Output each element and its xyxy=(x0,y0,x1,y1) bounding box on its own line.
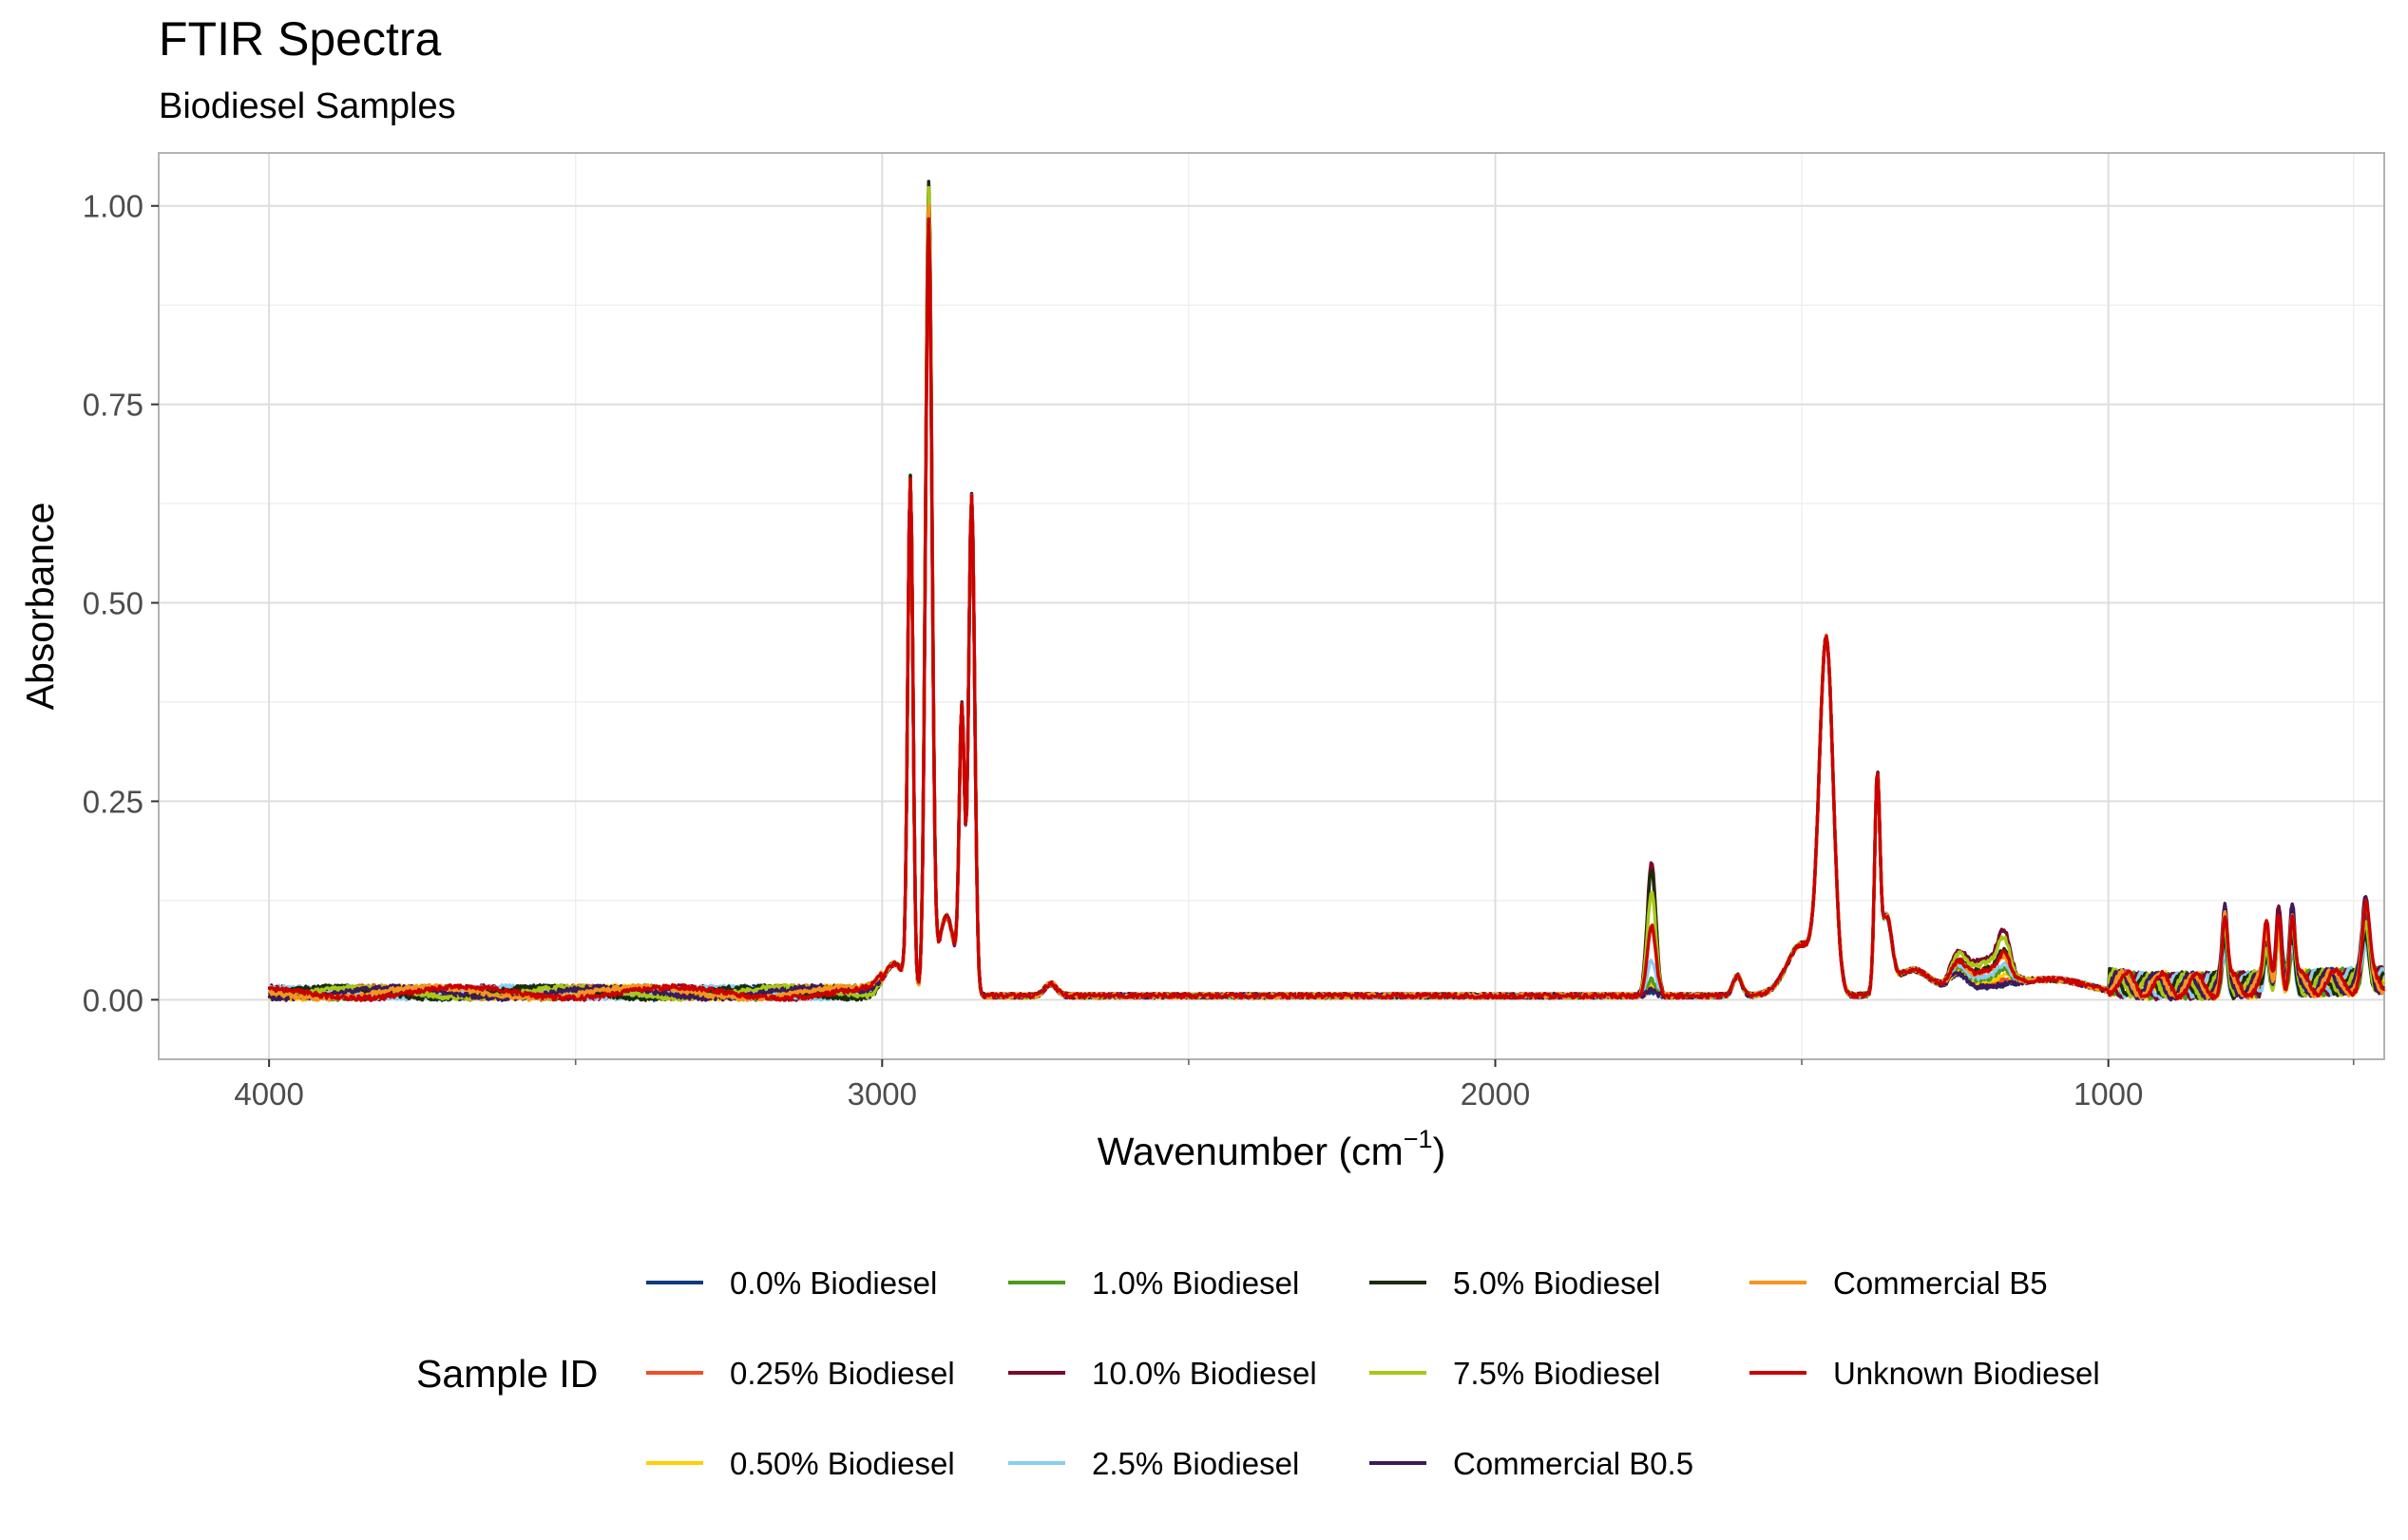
x-axis-label-main: Wavenumber (cm xyxy=(1098,1130,1404,1173)
plot-panel-border xyxy=(158,152,2385,1060)
x-axis-label: Wavenumber (cm−1) xyxy=(1098,1125,1445,1173)
legend-label-5: 2.5% Biodiesel xyxy=(1092,1446,1299,1481)
chart-subtitle: Biodiesel Samples xyxy=(159,86,456,126)
series-line-2 xyxy=(267,214,2386,1002)
series-line-0 xyxy=(268,196,2385,1002)
y-tick-label-1: 0.25 xyxy=(83,784,143,819)
y-tick-label-0: 0.00 xyxy=(83,982,143,1017)
series-line-6 xyxy=(268,180,2385,1002)
series-line-4 xyxy=(267,200,2385,1002)
y-tick-label-3: 0.75 xyxy=(83,388,143,423)
chart-title: FTIR Spectra xyxy=(159,12,441,66)
grid-layer xyxy=(159,153,2384,1059)
y-tick-label-4: 1.00 xyxy=(83,189,143,224)
legend-title: Sample ID xyxy=(416,1352,598,1396)
x-tick-label-2: 2000 xyxy=(1461,1076,1530,1112)
legend-label-7: 7.5% Biodiesel xyxy=(1453,1356,1660,1391)
legend-label-1: 0.25% Biodiesel xyxy=(730,1356,955,1391)
x-tick-label-3: 1000 xyxy=(2074,1076,2143,1112)
legend-label-10: Unknown Biodiesel xyxy=(1833,1356,2100,1391)
legend-label-2: 0.50% Biodiesel xyxy=(730,1446,955,1481)
legend-label-4: 10.0% Biodiesel xyxy=(1092,1356,1317,1391)
y-tick-label-2: 0.50 xyxy=(83,586,143,621)
series-line-3 xyxy=(268,180,2385,1002)
series-line-1 xyxy=(267,206,2386,1002)
x-axis-label-close: ) xyxy=(1433,1130,1446,1173)
series-layer xyxy=(267,180,2386,1002)
legend-label-9: Commercial B5 xyxy=(1833,1265,2048,1301)
series-line-7 xyxy=(267,185,2386,1002)
x-tick-label-0: 4000 xyxy=(234,1076,303,1112)
legend-label-6: 5.0% Biodiesel xyxy=(1453,1265,1660,1301)
axis-layer: 0.00 0.25 0.50 0.75 1.00 4000 3000 2000 1000 xyxy=(83,189,2355,1112)
legend-label-8: Commercial B0.5 xyxy=(1453,1446,1693,1481)
y-axis-label: Absorbance xyxy=(18,503,62,711)
legend: 0.0% Biodiesel 0.25% Biodiesel 0.50% Biodi… xyxy=(646,1265,2100,1481)
series-line-8 xyxy=(267,208,2385,1002)
legend-label-3: 1.0% Biodiesel xyxy=(1092,1265,1299,1301)
legend-label-0: 0.0% Biodiesel xyxy=(730,1265,937,1301)
series-line-10 xyxy=(267,217,2385,1002)
series-line-5 xyxy=(268,208,2385,1002)
x-axis-label-superscript: −1 xyxy=(1404,1125,1433,1153)
x-tick-label-1: 3000 xyxy=(848,1076,917,1112)
